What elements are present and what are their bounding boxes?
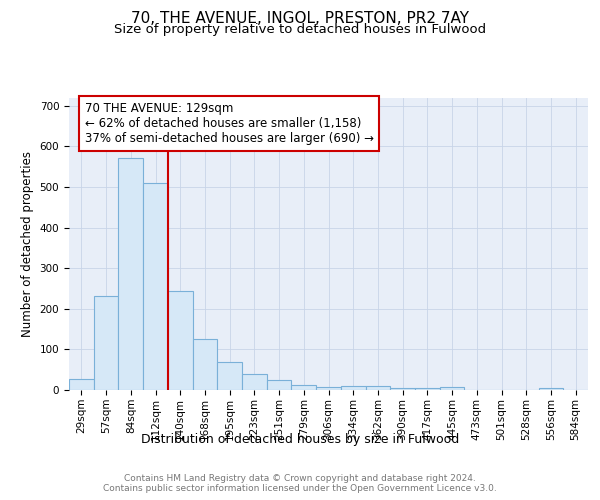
Bar — [118, 158, 143, 390]
Text: 70, THE AVENUE, INGOL, PRESTON, PR2 7AY: 70, THE AVENUE, INGOL, PRESTON, PR2 7AY — [131, 11, 469, 26]
Bar — [193, 339, 217, 390]
Text: 70 THE AVENUE: 129sqm
← 62% of detached houses are smaller (1,158)
37% of semi-d: 70 THE AVENUE: 129sqm ← 62% of detached … — [85, 102, 374, 145]
Bar — [168, 292, 193, 390]
Bar — [143, 183, 168, 390]
Bar — [341, 386, 365, 390]
Bar — [415, 388, 440, 390]
Bar — [242, 374, 267, 390]
Bar — [292, 384, 316, 390]
Bar — [217, 362, 242, 390]
Bar — [390, 388, 415, 390]
Text: Distribution of detached houses by size in Fulwood: Distribution of detached houses by size … — [141, 432, 459, 446]
Bar — [440, 387, 464, 390]
Text: Size of property relative to detached houses in Fulwood: Size of property relative to detached ho… — [114, 22, 486, 36]
Bar — [365, 386, 390, 390]
Bar — [539, 388, 563, 390]
Text: Contains HM Land Registry data © Crown copyright and database right 2024.
Contai: Contains HM Land Registry data © Crown c… — [103, 474, 497, 494]
Y-axis label: Number of detached properties: Number of detached properties — [21, 151, 34, 337]
Bar — [94, 296, 118, 390]
Bar — [267, 380, 292, 390]
Bar — [316, 387, 341, 390]
Bar — [69, 378, 94, 390]
